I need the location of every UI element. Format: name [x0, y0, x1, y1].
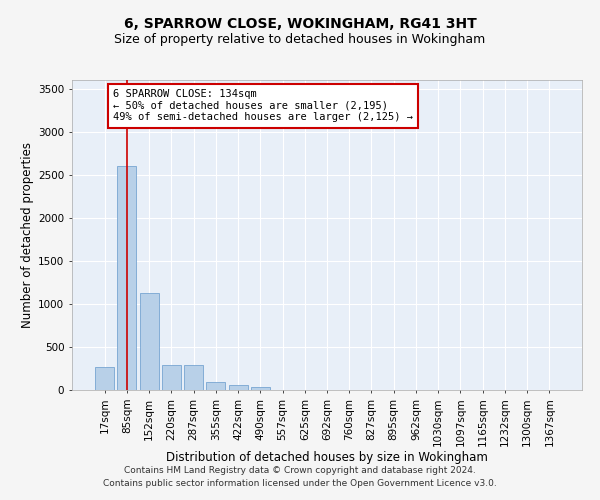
X-axis label: Distribution of detached houses by size in Wokingham: Distribution of detached houses by size …: [166, 450, 488, 464]
Text: 6 SPARROW CLOSE: 134sqm
← 50% of detached houses are smaller (2,195)
49% of semi: 6 SPARROW CLOSE: 134sqm ← 50% of detache…: [113, 90, 413, 122]
Bar: [162, 366, 181, 390]
Text: Contains HM Land Registry data © Crown copyright and database right 2024.
Contai: Contains HM Land Registry data © Crown c…: [103, 466, 497, 487]
Bar: [206, 382, 225, 390]
Text: Size of property relative to detached houses in Wokingham: Size of property relative to detached ho…: [115, 32, 485, 46]
Text: 6, SPARROW CLOSE, WOKINGHAM, RG41 3HT: 6, SPARROW CLOSE, WOKINGHAM, RG41 3HT: [124, 18, 476, 32]
Bar: [251, 388, 270, 390]
Bar: [229, 386, 248, 390]
Bar: [140, 292, 158, 390]
Bar: [118, 166, 136, 390]
Y-axis label: Number of detached properties: Number of detached properties: [21, 142, 34, 328]
Bar: [184, 366, 203, 390]
Bar: [95, 367, 114, 390]
